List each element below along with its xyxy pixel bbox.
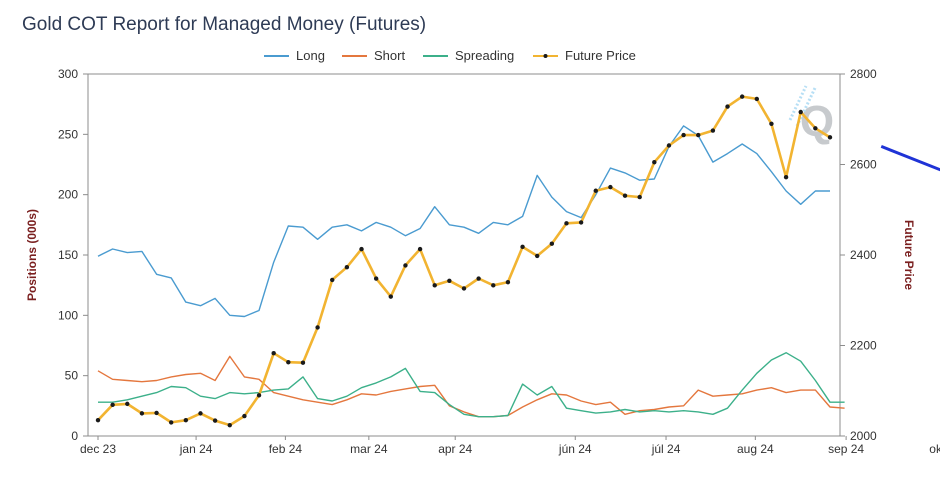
price-point [315,325,320,330]
price-point [520,244,525,250]
price-point [242,413,247,419]
right-tick-label: 2600 [850,158,877,172]
price-point [769,121,774,126]
price-point [417,246,423,252]
series-line-spreading [98,352,845,418]
price-point [681,132,686,138]
x-tick-label: okt 24 [929,442,940,456]
price-point [271,350,276,356]
price-point [798,109,803,115]
price-point [212,418,218,423]
left-tick-label: 50 [65,369,79,383]
x-tick-label: dec 23 [80,442,116,456]
price-point [476,276,481,281]
x-tick-label: aug 24 [737,442,774,456]
price-point [359,246,364,252]
left-axis: 0 50 100 150 200 250 300 [58,67,88,443]
price-point [666,143,672,148]
price-point [447,278,452,283]
price-point [578,220,584,225]
price-point [754,96,759,102]
price-point [535,253,540,259]
legend-marker-price [543,54,548,58]
price-point [256,393,262,398]
price-point [725,104,730,109]
watermark-logo: Q [788,85,834,146]
price-point [549,241,555,246]
annotation-layer [880,145,940,172]
price-point [154,410,159,416]
legend-label-short: Short [374,48,405,63]
price-point [608,184,613,190]
legend-label-long: Long [296,48,325,63]
series-line-long [97,125,830,318]
price-point [125,401,130,407]
price-point [783,174,789,180]
price-point [505,279,511,285]
right-axis-title: Future Price [902,220,916,290]
right-tick-label: 2200 [850,339,877,353]
price-point [491,283,496,288]
right-tick-label: 2800 [850,67,877,81]
price-point [739,94,745,99]
left-tick-label: 100 [58,308,78,322]
price-point [461,286,467,291]
price-point [622,193,628,198]
right-tick-label: 2000 [850,429,877,443]
left-tick-label: 0 [71,429,78,443]
left-tick-label: 300 [58,67,78,81]
price-point [110,402,115,407]
price-point [813,126,818,131]
left-axis-title: Positions (000s) [25,209,39,301]
price-point [95,417,101,423]
watermark-stripes-2 [795,87,817,127]
price-point [432,283,437,288]
price-point [344,265,350,270]
left-tick-label: 200 [58,188,78,202]
x-tick-label: sep 24 [828,442,864,456]
x-tick-label: apr 24 [438,442,472,456]
x-tick-label: jan 24 [179,442,213,456]
legend: Long Short Spreading Future Price [264,48,636,63]
price-point [403,263,408,268]
price-point [593,188,598,193]
price-point [827,135,833,140]
price-point [637,194,642,200]
plot-area [87,73,841,437]
x-tick-label: mar 24 [350,442,388,456]
x-tick-label: jún 24 [558,442,592,456]
series-line-future-price [97,95,831,427]
price-point [139,411,145,416]
price-point [373,276,379,281]
price-point [227,422,232,428]
price-point [183,417,189,423]
legend-label-price: Future Price [565,48,636,63]
price-point [710,128,716,133]
x-axis: dec 23 jan 24 feb 24 mar 24 apr 24 jún 24 júl … [80,436,940,456]
left-tick-label: 150 [58,248,78,262]
right-tick-label: 2400 [850,248,877,262]
series-line-short [97,355,845,418]
price-point [169,420,174,425]
price-point [198,411,203,416]
price-point [564,221,569,226]
price-point [652,160,657,165]
right-axis: 2000 2200 2400 2600 2800 [840,67,877,443]
price-point [286,360,291,365]
left-tick-label: 250 [58,127,78,141]
chart-title: Gold COT Report for Managed Money (Futur… [22,14,426,35]
trend-arrow-shaft [880,145,940,172]
x-tick-label: júl 24 [651,442,681,456]
x-tick-label: feb 24 [269,442,303,456]
series-layer [95,94,845,428]
price-point [330,277,335,283]
price-point [696,132,701,138]
price-point [388,294,393,299]
price-point [300,360,306,365]
legend-label-spreading: Spreading [455,48,514,63]
